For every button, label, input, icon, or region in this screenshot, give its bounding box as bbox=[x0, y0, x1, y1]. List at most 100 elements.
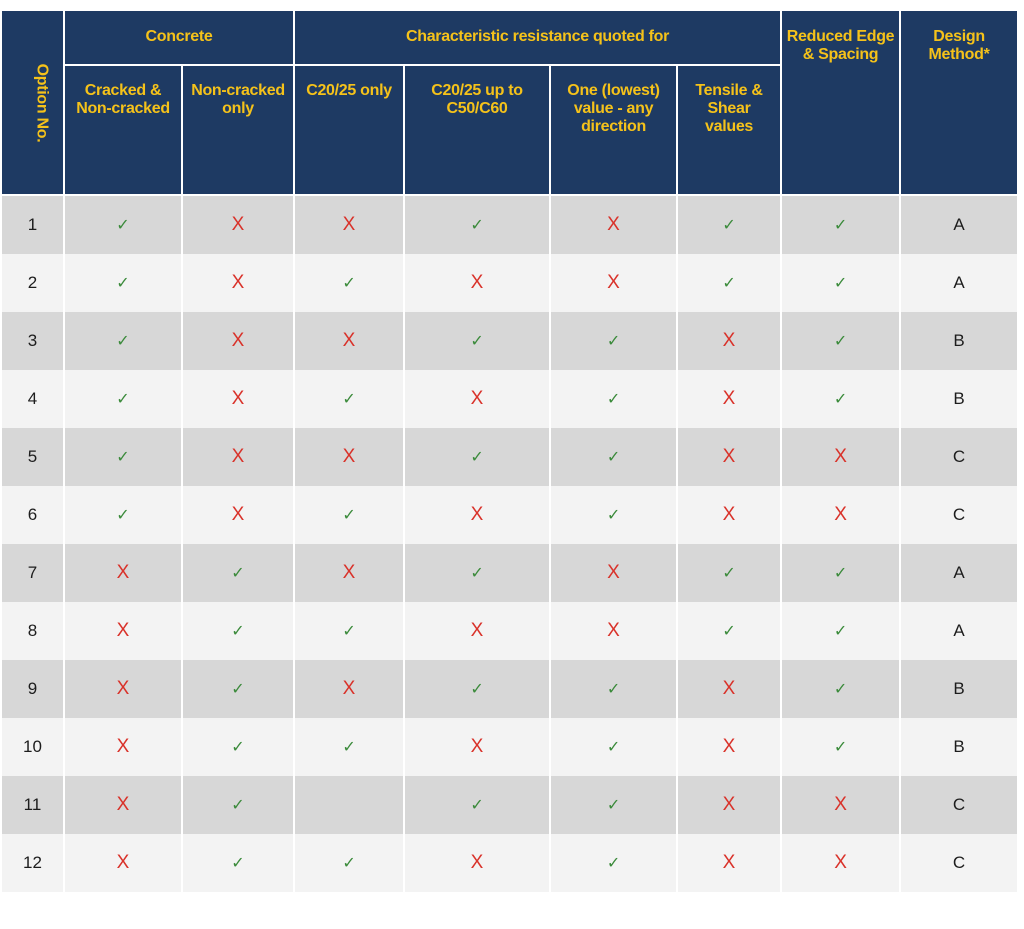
cell: ✓ bbox=[293, 254, 406, 312]
cell: X bbox=[63, 544, 183, 602]
cell: X bbox=[63, 718, 183, 776]
cell: X bbox=[403, 602, 552, 660]
option-number: 12 bbox=[0, 834, 65, 892]
table-row: 5 ✓ X X ✓ ✓ X X C bbox=[0, 428, 1020, 486]
check-icon: ✓ bbox=[833, 739, 848, 756]
cell: X bbox=[180, 195, 296, 254]
design-method: A bbox=[899, 195, 1020, 254]
header-reduced-edge-spacing: Reduced Edge & Spacing bbox=[780, 9, 902, 196]
design-method: A bbox=[899, 602, 1020, 660]
cell: X bbox=[549, 254, 679, 312]
header-option-no-label: Option No. bbox=[33, 63, 51, 142]
check-icon: ✓ bbox=[722, 275, 736, 292]
cross-icon: X bbox=[722, 330, 736, 351]
cell: ✓ bbox=[549, 660, 679, 718]
option-number: 11 bbox=[0, 776, 65, 834]
header-row-top: Option No. Concrete Characteristic resis… bbox=[0, 9, 1020, 196]
check-icon: ✓ bbox=[606, 449, 621, 466]
check-icon: ✓ bbox=[722, 565, 736, 582]
cross-icon: X bbox=[607, 214, 620, 235]
cell: ✓ bbox=[63, 370, 183, 428]
cell: X bbox=[403, 834, 552, 892]
check-icon: ✓ bbox=[722, 217, 736, 234]
cell: ✓ bbox=[63, 254, 183, 312]
cross-icon: X bbox=[722, 852, 736, 873]
header-tensile-shear: Tensile & Shear values bbox=[676, 64, 783, 196]
cell: X bbox=[403, 486, 552, 544]
header-option-no: Option No. bbox=[0, 9, 65, 196]
cell: X bbox=[676, 718, 783, 776]
cross-icon: X bbox=[722, 794, 736, 815]
check-icon: ✓ bbox=[231, 681, 245, 698]
cell: ✓ bbox=[63, 486, 183, 544]
cross-icon: X bbox=[470, 620, 484, 641]
check-icon: ✓ bbox=[833, 217, 848, 234]
cross-icon: X bbox=[116, 620, 130, 641]
cell: ✓ bbox=[180, 834, 296, 892]
cell: ✓ bbox=[780, 602, 902, 660]
check-icon: ✓ bbox=[470, 565, 484, 582]
cross-icon: X bbox=[342, 562, 356, 583]
check-icon: ✓ bbox=[606, 681, 621, 698]
check-icon: ✓ bbox=[470, 449, 484, 466]
header-cracked-non-cracked: Cracked & Non-cracked bbox=[63, 64, 183, 196]
check-icon: ✓ bbox=[231, 739, 245, 756]
check-icon: ✓ bbox=[833, 623, 848, 640]
options-table: Option No. Concrete Characteristic resis… bbox=[0, 9, 1020, 892]
cell: ✓ bbox=[180, 718, 296, 776]
cross-icon: X bbox=[116, 736, 130, 757]
cell: ✓ bbox=[63, 195, 183, 254]
option-number: 2 bbox=[0, 254, 65, 312]
check-icon: ✓ bbox=[116, 391, 130, 408]
check-icon: ✓ bbox=[116, 449, 130, 466]
cell: X bbox=[676, 834, 783, 892]
header-non-cracked-only: Non-cracked only bbox=[180, 64, 296, 196]
cell: ✓ bbox=[403, 428, 552, 486]
cross-icon: X bbox=[834, 446, 847, 467]
cell: ✓ bbox=[549, 776, 679, 834]
cell: X bbox=[180, 370, 296, 428]
option-number: 1 bbox=[0, 195, 65, 254]
check-icon: ✓ bbox=[231, 797, 245, 814]
cell: ✓ bbox=[403, 312, 552, 370]
table-row: 2 ✓ X ✓ X X ✓ ✓ A bbox=[0, 254, 1020, 312]
check-icon: ✓ bbox=[342, 275, 356, 292]
cell bbox=[293, 776, 406, 834]
cross-icon: X bbox=[607, 620, 620, 641]
design-method: A bbox=[899, 544, 1020, 602]
table-row: 11 X ✓ ✓ ✓ X X C bbox=[0, 776, 1020, 834]
check-icon: ✓ bbox=[833, 565, 848, 582]
cross-icon: X bbox=[231, 214, 245, 235]
cell: ✓ bbox=[403, 195, 552, 254]
cell: X bbox=[403, 254, 552, 312]
check-icon: ✓ bbox=[342, 391, 356, 408]
cell: ✓ bbox=[549, 370, 679, 428]
cell: ✓ bbox=[780, 660, 902, 718]
cross-icon: X bbox=[116, 794, 130, 815]
cell: X bbox=[180, 312, 296, 370]
cell: X bbox=[293, 660, 406, 718]
check-icon: ✓ bbox=[231, 623, 245, 640]
cell: ✓ bbox=[403, 776, 552, 834]
option-number: 6 bbox=[0, 486, 65, 544]
table-body: 1 ✓ X X ✓ X ✓ ✓ A 2 ✓ X ✓ X X ✓ ✓ A 3 ✓ X X ✓ ✓ X ✓ B 4 ✓ X ✓ X ✓ X ✓ B 5 ✓ X X… bbox=[0, 195, 1020, 892]
table-row: 8 X ✓ ✓ X X ✓ ✓ A bbox=[0, 602, 1020, 660]
cell: X bbox=[549, 602, 679, 660]
table-row: 9 X ✓ X ✓ ✓ X ✓ B bbox=[0, 660, 1020, 718]
cell: X bbox=[293, 544, 406, 602]
cross-icon: X bbox=[834, 852, 847, 873]
design-method: B bbox=[899, 312, 1020, 370]
cell: ✓ bbox=[293, 718, 406, 776]
cross-icon: X bbox=[470, 852, 484, 873]
cross-icon: X bbox=[607, 562, 620, 583]
cell: ✓ bbox=[676, 602, 783, 660]
table-container: Option No. Concrete Characteristic resis… bbox=[0, 9, 1024, 892]
cross-icon: X bbox=[231, 272, 245, 293]
design-method: B bbox=[899, 718, 1020, 776]
cell: X bbox=[676, 312, 783, 370]
option-number: 10 bbox=[0, 718, 65, 776]
cell: X bbox=[676, 776, 783, 834]
cell: ✓ bbox=[549, 486, 679, 544]
cross-icon: X bbox=[722, 736, 736, 757]
header-c2025-up-to-c50: C20/25 up to C50/C60 bbox=[403, 64, 552, 196]
